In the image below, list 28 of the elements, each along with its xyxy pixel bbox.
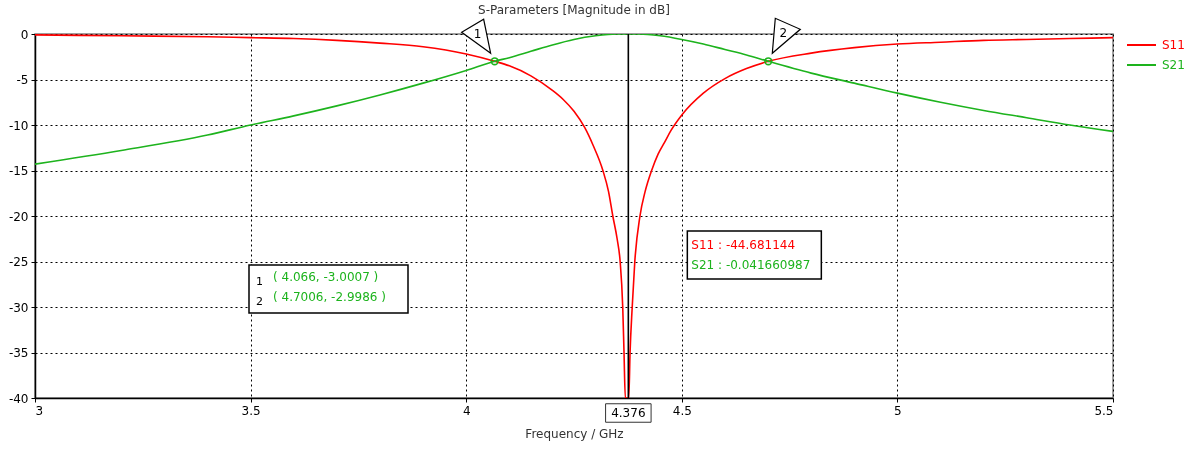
x-tick-label: 4	[462, 403, 471, 418]
text: 2	[256, 295, 263, 308]
y-tick-label: -25	[8, 255, 29, 269]
y-tick-label: -35	[8, 346, 29, 360]
legend-label: S21	[1162, 58, 1185, 72]
ref-line-label: 4.376	[611, 406, 646, 420]
annotation: S21 : -0.041660987	[691, 258, 811, 272]
x-tick-label: 5	[894, 403, 902, 418]
y-tick-label: -5	[16, 73, 29, 87]
x-tick-label: 3	[35, 403, 44, 418]
y-tick-label: -20	[8, 209, 29, 224]
annotation: 1	[473, 27, 482, 42]
text: 1	[256, 275, 263, 288]
x-tick-label: 3.5	[241, 403, 261, 418]
annotation: ( 4.066, -3.0007 )	[273, 270, 379, 284]
legend-label: S11	[1162, 38, 1185, 52]
annotation: 2	[779, 26, 788, 41]
y-tick-label: -15	[8, 164, 29, 178]
annotation: S11 : -44.681144	[691, 238, 796, 252]
y-tick-label: -40	[8, 391, 29, 406]
y-tick-label: -10	[8, 118, 29, 133]
chart-title: S-Parameters [Magnitude in dB]	[478, 3, 670, 17]
annotation: ( 4.7006, -2.9986 )	[273, 290, 386, 304]
y-tick-label: -30	[8, 300, 29, 315]
x-tick-label: 5.5	[1094, 403, 1114, 418]
x-tick-label: 4.5	[672, 403, 692, 418]
y-tick-label: 0	[20, 27, 29, 42]
x-axis-title: Frequency / GHz	[525, 426, 624, 441]
